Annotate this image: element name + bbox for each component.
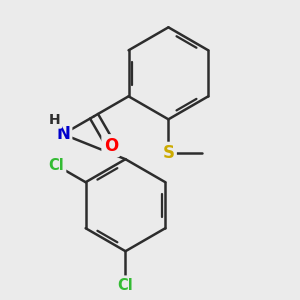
Text: O: O bbox=[104, 136, 118, 154]
Text: Cl: Cl bbox=[118, 278, 133, 292]
Text: S: S bbox=[162, 144, 174, 162]
Text: N: N bbox=[56, 125, 70, 143]
Text: Cl: Cl bbox=[48, 158, 64, 173]
Text: H: H bbox=[49, 112, 60, 127]
